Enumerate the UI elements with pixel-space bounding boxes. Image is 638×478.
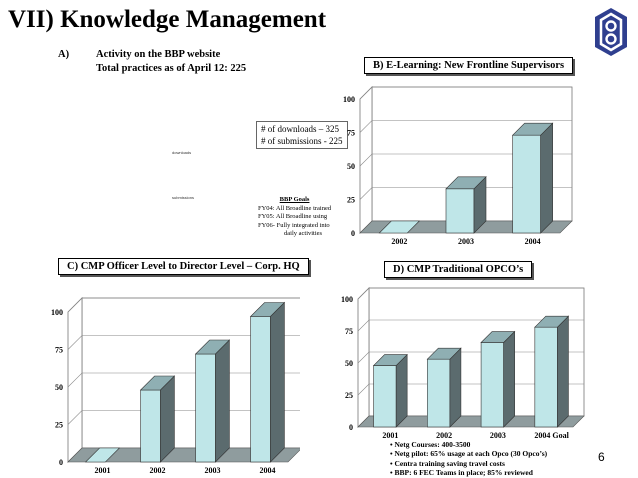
bar-side xyxy=(395,353,408,428)
page-title: VII) Knowledge Management xyxy=(8,6,327,33)
x-tick-label: 2003 xyxy=(458,237,474,245)
x-tick-label: 2001 xyxy=(382,431,398,440)
section-a-heading: A) Activity on the BBP website Total prac… xyxy=(58,48,246,76)
bar-side xyxy=(449,347,462,428)
x-tick-label: 2002 xyxy=(436,431,452,440)
bbp-goal-item: FY04: All Broadline trained xyxy=(258,204,332,212)
bbp-activity-legend: # of downloads – 325 # of submissions - … xyxy=(256,121,348,149)
y-tick-label: 0 xyxy=(59,458,63,467)
y-tick-label: 50 xyxy=(345,359,353,368)
x-tick-label: 2004 xyxy=(525,237,541,245)
page-number: 6 xyxy=(598,450,605,464)
bar-top xyxy=(249,302,286,317)
y-tick-label: 75 xyxy=(347,129,355,138)
bar-top xyxy=(426,347,462,360)
bar-top xyxy=(445,176,487,190)
y-tick-label: 100 xyxy=(51,308,63,317)
bbp-goal-item: daily activities xyxy=(284,230,323,237)
gridline xyxy=(67,335,300,350)
x-tick-label: 2002 xyxy=(150,466,166,475)
bar-top xyxy=(480,331,516,343)
bar-side xyxy=(215,339,230,463)
submissions-count: # of submissions - 225 xyxy=(261,136,343,146)
gridline xyxy=(357,287,584,300)
bar xyxy=(534,326,558,428)
y-tick-label: 25 xyxy=(345,391,353,400)
bar-top xyxy=(139,375,176,391)
gridline xyxy=(359,153,572,167)
bar-side xyxy=(503,330,515,428)
bar xyxy=(512,134,541,234)
chart-c-title: C) CMP Officer Level to Director Level –… xyxy=(58,258,309,275)
x-tick-label: 2001 xyxy=(95,466,111,475)
section-a-line2: Total practices as of April 12: 225 xyxy=(96,63,247,74)
y-tick-label: 50 xyxy=(347,162,355,171)
note-item: • Centra training saving travel costs xyxy=(390,458,505,468)
bar-flat xyxy=(378,220,421,234)
y-tick-label: 25 xyxy=(347,196,355,205)
y-tick-label: 100 xyxy=(343,95,355,104)
bar xyxy=(140,389,161,463)
ssi-corporate-logo-icon xyxy=(595,8,627,56)
downloads-tiny-label: downloads xyxy=(172,150,192,155)
bbp-goals-header: BBP Goals xyxy=(279,196,310,203)
bar-top xyxy=(511,122,554,136)
section-a-line1: Activity on the BBP website xyxy=(96,49,221,60)
chart-b-plot: 0 25 50 75 100 2002 2003 2004 xyxy=(343,86,573,245)
x-tick-label: 2003 xyxy=(205,466,221,475)
y-tick-label: 25 xyxy=(55,421,63,430)
bar-side xyxy=(540,122,553,234)
bbp-goals: BBP Goals FY04: All Broadline trained FY… xyxy=(258,196,331,239)
gridline xyxy=(67,297,300,313)
bar-side xyxy=(270,301,285,463)
bar-side xyxy=(557,315,569,428)
gridline xyxy=(359,86,572,100)
submissions-tiny-label: submissions xyxy=(172,195,195,200)
section-a-label: A) xyxy=(58,49,70,60)
note-item: • Netg pilot: 65% usage at each Opco (30… xyxy=(390,449,548,459)
y-tick-label: 75 xyxy=(55,346,63,355)
chart-d-title: D) CMP Traditional OPCO’s xyxy=(384,261,533,278)
y-tick-label: 0 xyxy=(351,229,355,238)
gridline xyxy=(359,120,572,133)
bar-top xyxy=(534,315,570,328)
chart-b-title: B) E-Learning: New Frontline Supervisors xyxy=(364,57,574,74)
gridline xyxy=(359,187,572,200)
note-item: • Netg Courses: 400-3500 xyxy=(390,440,471,449)
y-tick-label: 0 xyxy=(349,423,353,432)
bar-top xyxy=(372,354,408,366)
bar-top xyxy=(194,339,231,355)
chart-d-notes: • Netg Courses: 400-3500 • Netg pilot: 6… xyxy=(390,440,547,477)
bar xyxy=(480,342,504,428)
x-tick-label: 2002 xyxy=(391,237,407,245)
bar xyxy=(250,316,271,463)
chart-d-plot: 0 25 50 75 100 2001 2002 2003 2004 Goal xyxy=(341,287,585,440)
x-tick-label: 2003 xyxy=(490,431,506,440)
bar xyxy=(445,188,475,234)
bar xyxy=(427,358,451,428)
bbp-goal-item: FY06- Fully integrated into xyxy=(258,221,330,229)
bbp-goal-item: FY05: All Broadline using xyxy=(258,213,328,220)
bar-side xyxy=(160,375,175,463)
downloads-count: # of downloads – 325 xyxy=(261,124,339,134)
y-tick-label: 100 xyxy=(341,295,353,304)
gridline xyxy=(357,319,584,332)
y-tick-label: 75 xyxy=(345,327,353,336)
bar xyxy=(373,365,397,428)
bar-flat xyxy=(84,447,121,463)
bar xyxy=(195,353,216,463)
chart-c-plot: 0 25 50 75 100 2001 2002 2003 2004 xyxy=(51,297,300,475)
note-item: • BBP: 6 FEC Teams in place; 85% reviewe… xyxy=(390,467,533,477)
x-tick-label: 2004 xyxy=(260,466,276,475)
y-tick-label: 50 xyxy=(55,383,63,392)
x-tick-label: 2004 Goal xyxy=(534,431,569,440)
